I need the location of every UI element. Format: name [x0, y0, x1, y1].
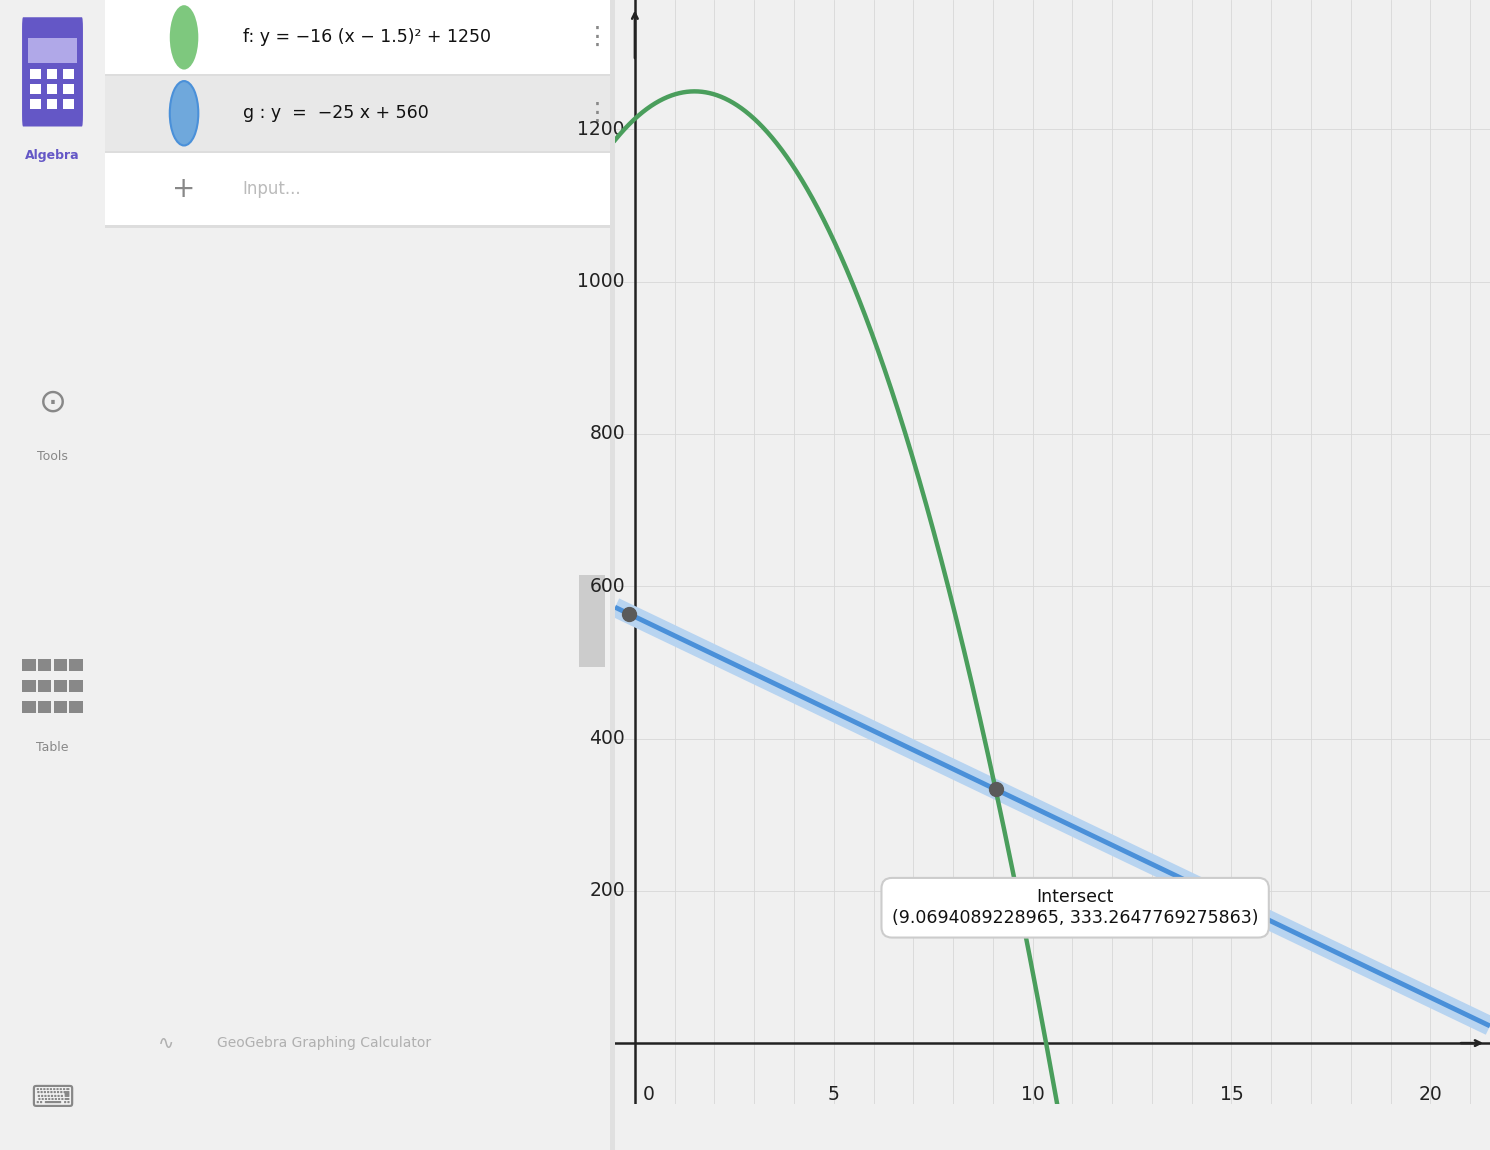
Bar [104, 75, 615, 152]
Text: +: + [173, 175, 195, 204]
Text: Tools: Tools [37, 450, 69, 463]
Bar [54, 702, 67, 713]
Text: Algebra: Algebra [25, 150, 80, 162]
Bar [104, 0, 615, 75]
Bar [22, 702, 36, 713]
Bar [104, 74, 615, 76]
Text: g : y  =  −25 x + 560: g : y = −25 x + 560 [243, 105, 429, 122]
Bar [104, 225, 615, 228]
Text: Intersect
(9.0694089228965, 333.2647769275863): Intersect (9.0694089228965, 333.26477692… [893, 888, 1259, 927]
Text: 10: 10 [1021, 1084, 1044, 1104]
Text: ⋮: ⋮ [584, 101, 609, 125]
Text: 5: 5 [828, 1084, 840, 1104]
Bar [22, 659, 36, 670]
Bar [30, 69, 40, 79]
Bar [30, 84, 40, 94]
Text: ⊙: ⊙ [39, 386, 67, 419]
Text: 1000: 1000 [578, 273, 624, 291]
Bar [104, 152, 615, 227]
Text: GeoGebra Graphing Calculator: GeoGebra Graphing Calculator [218, 1036, 431, 1050]
Text: 20: 20 [1418, 1084, 1442, 1104]
Text: 800: 800 [590, 424, 624, 444]
Bar [104, 151, 615, 153]
Text: Input...: Input... [243, 181, 301, 198]
Bar [63, 84, 73, 94]
Bar [54, 659, 67, 670]
Bar [63, 69, 73, 79]
Bar [70, 680, 83, 692]
Bar [22, 680, 36, 692]
Text: 0: 0 [642, 1084, 654, 1104]
Text: Table: Table [36, 741, 69, 754]
Text: 400: 400 [589, 729, 624, 748]
Bar [37, 702, 52, 713]
Circle shape [170, 81, 198, 146]
Bar [70, 659, 83, 670]
Bar [63, 99, 73, 109]
Text: 1200: 1200 [578, 120, 624, 139]
Text: f: y = −16 (x − 1.5)² + 1250: f: y = −16 (x − 1.5)² + 1250 [243, 29, 490, 46]
Circle shape [170, 5, 198, 69]
Text: 200: 200 [590, 881, 624, 900]
Bar [28, 38, 76, 63]
Text: ⋮: ⋮ [584, 25, 609, 49]
Bar [46, 84, 57, 94]
Bar [580, 575, 605, 667]
FancyBboxPatch shape [22, 17, 83, 126]
Text: ∿: ∿ [158, 1034, 174, 1052]
Text: 15: 15 [1220, 1084, 1243, 1104]
Bar [37, 659, 52, 670]
Bar [46, 69, 57, 79]
Text: 600: 600 [590, 577, 624, 596]
Bar [30, 99, 40, 109]
Bar [46, 99, 57, 109]
Bar [54, 680, 67, 692]
Text: ⌨: ⌨ [30, 1083, 74, 1113]
Bar [70, 702, 83, 713]
Bar [609, 0, 615, 1150]
Bar [37, 680, 52, 692]
